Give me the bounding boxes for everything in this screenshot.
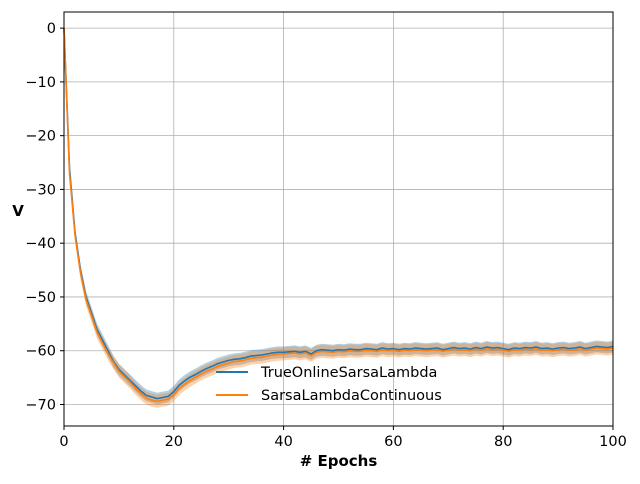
x-tick-label: 100 xyxy=(599,434,627,450)
plot-frame xyxy=(63,11,614,427)
x-tick-label: 80 xyxy=(494,434,512,450)
y-tick-label: −10 xyxy=(25,75,56,91)
y-axis-label: V xyxy=(12,202,24,220)
y-tick-label: −20 xyxy=(25,129,56,145)
legend-label-1: SarsaLambdaContinuous xyxy=(261,388,442,404)
series-line-1 xyxy=(63,28,614,403)
y-tick-label: −50 xyxy=(25,290,56,306)
x-tick-label: 60 xyxy=(384,434,402,450)
x-axis-label: # Epochs xyxy=(300,452,378,470)
ticks: 0 20 40 60 80 100 0 −10 −20 −30 −40 −50 −60 −70 xyxy=(25,21,626,450)
confidence-band-0 xyxy=(64,28,613,405)
y-tick-label: −60 xyxy=(25,344,56,360)
x-tick-label: 20 xyxy=(165,434,183,450)
y-tick-label: −40 xyxy=(25,236,56,252)
legend: TrueOnlineSarsaLambda SarsaLambdaContinu… xyxy=(216,365,442,404)
series-lines xyxy=(63,28,614,403)
y-tick-label: −30 xyxy=(25,182,56,198)
y-tick-label: 0 xyxy=(47,21,56,37)
plot-background xyxy=(64,12,613,426)
series-line-0 xyxy=(63,28,614,400)
x-tick-label: 40 xyxy=(274,434,292,450)
legend-label-0: TrueOnlineSarsaLambda xyxy=(260,365,437,381)
x-tick-label: 0 xyxy=(59,434,68,450)
y-tick-label: −70 xyxy=(25,397,56,413)
